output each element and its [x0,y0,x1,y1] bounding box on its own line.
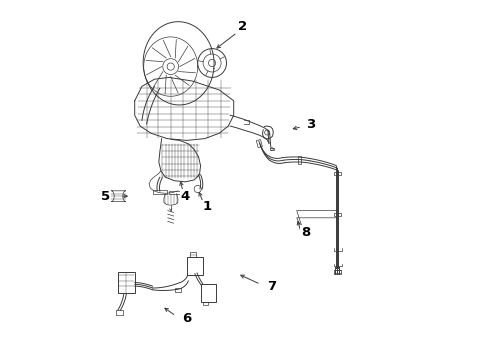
Bar [297,156,300,164]
Text: 6: 6 [182,312,191,325]
Bar [168,191,179,194]
Text: 5: 5 [101,190,110,203]
Text: 4: 4 [180,190,189,203]
Bar [152,190,167,194]
Bar [175,288,181,292]
Bar [115,310,122,315]
Text: 1: 1 [202,201,211,213]
Bar [203,302,208,305]
Text: 3: 3 [306,118,315,131]
Bar [256,140,262,148]
Bar [186,257,203,275]
Bar [333,213,340,216]
Text: 7: 7 [266,280,276,293]
Bar [118,272,134,293]
Bar [333,172,340,175]
Text: 2: 2 [238,21,247,33]
Bar [333,270,340,274]
Bar [189,252,196,257]
Bar [201,284,215,302]
Text: 8: 8 [301,226,310,239]
